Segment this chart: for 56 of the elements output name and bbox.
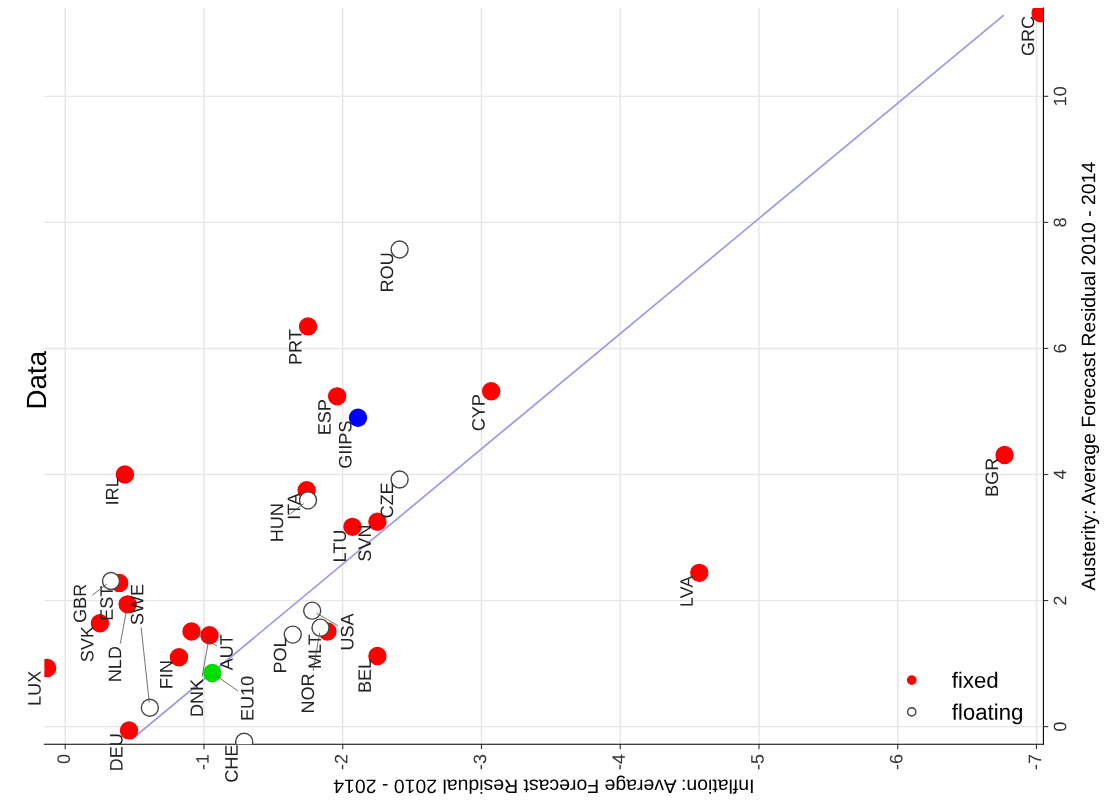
annotation: EST: [100, 586, 113, 620]
x-tick-label: -4: [612, 754, 625, 770]
annotation: ESP: [318, 400, 331, 434]
x-tick-label: -1: [196, 754, 209, 770]
x-tick-label: -6: [889, 754, 903, 770]
annotation: FIN: [160, 661, 173, 688]
y-tick-label: 6: [1053, 344, 1067, 353]
point: [200, 626, 219, 645]
annotation: CHE: [225, 745, 238, 782]
annotation: LTU: [333, 531, 347, 561]
text: Data: [26, 350, 47, 408]
annotation: MLT: [308, 634, 321, 668]
annotation: LUX: [28, 671, 41, 705]
y-tick-label: 4: [1053, 470, 1067, 480]
y-tick-label: 8: [1053, 218, 1067, 227]
y-tick-label: 2: [1053, 596, 1067, 605]
annotation: GBR: [73, 584, 87, 623]
x-tick-label: -7: [1028, 754, 1042, 770]
x-axis-title: Inflation: Average Forecast Residual 2010 - 2014: [333, 775, 753, 794]
annotation: BGR: [985, 458, 999, 496]
point: [298, 491, 318, 510]
point: [203, 663, 222, 683]
annotation: USA: [340, 613, 354, 650]
point: [140, 698, 160, 717]
annotation: DEU: [110, 734, 123, 770]
x-tick-label: 0: [57, 754, 71, 764]
annotation: PRT: [289, 329, 302, 364]
annotation: CZE: [380, 483, 394, 518]
legend-label: fixed: [952, 671, 998, 689]
x-tick-label: -2: [334, 754, 348, 770]
annotation: GRC: [1021, 16, 1035, 56]
annotation: AUT: [220, 634, 233, 671]
annotation: IRL: [105, 477, 119, 504]
annotation: POL: [273, 637, 287, 673]
y-axis-title: Austerity: Average Forecast Residual 2010 - 2014: [1081, 162, 1100, 591]
x-tick-label: -3: [473, 754, 487, 770]
x-tick-label: -5: [751, 754, 764, 770]
annotation: ITA: [287, 493, 301, 519]
annotation: LVA: [680, 575, 693, 606]
annotation: SVK: [80, 626, 94, 662]
annotation: SVN: [358, 526, 372, 561]
annotation: EU10: [240, 676, 254, 720]
annotation: GIIPS: [338, 421, 352, 468]
y-tick-label: 0: [1053, 722, 1067, 731]
point: [182, 622, 201, 641]
annotation: DNK: [190, 679, 203, 716]
annotation: NLD: [108, 646, 122, 681]
annotation: BEL: [358, 659, 371, 692]
legend-label: floating: [952, 703, 1022, 725]
annotation: ROU: [380, 253, 394, 291]
y-tick-label: 10: [1053, 87, 1067, 105]
annotation: NOR: [301, 674, 315, 712]
annotation: CYP: [472, 395, 485, 431]
annotation: SWE: [130, 584, 144, 625]
annotation: HUN: [270, 504, 284, 541]
point: [302, 601, 322, 620]
